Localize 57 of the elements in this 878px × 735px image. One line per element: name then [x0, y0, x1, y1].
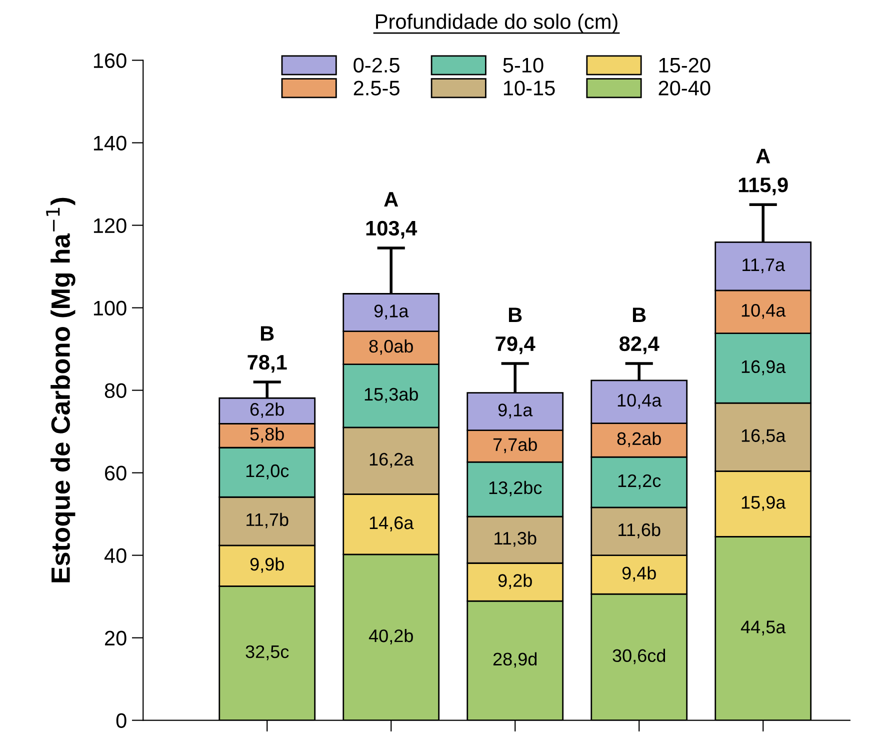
legend-label: 5-10	[503, 58, 544, 73]
data-label: 16,9a	[742, 360, 786, 376]
total-label: 78,1	[248, 354, 287, 373]
data-label: 15,3ab	[364, 387, 418, 403]
data-label: 9,2b	[498, 574, 532, 590]
data-label: 12,0c	[246, 464, 289, 480]
annotation: B	[508, 308, 522, 322]
data-label: 12,2c	[618, 474, 661, 490]
data-label: 16,2a	[370, 452, 414, 468]
data-label: 11,7a	[742, 258, 786, 274]
total-label: 79,4	[496, 336, 536, 354]
data-label: 11,6b	[618, 522, 660, 538]
data-label: 30,6cd	[612, 648, 666, 664]
y-tick-label: 160	[94, 53, 126, 68]
y-tick-label: 0	[116, 713, 126, 728]
y-tick-label: 120	[94, 218, 126, 234]
data-label: 11,7b	[246, 512, 288, 528]
y-axis-title: Estoque de Carbono (Mg ha$^{−1}$)	[46, 198, 76, 582]
data-label: 28,9d	[493, 652, 537, 668]
data-label: 14,6a	[370, 516, 414, 532]
y-tick-label: 40	[104, 548, 126, 564]
data-label: 6,2b	[250, 402, 284, 418]
legend-label: 10-15	[504, 80, 555, 96]
y-tick-label: 20	[105, 630, 126, 646]
data-label: 32,5c	[246, 645, 289, 660]
legend-label: 20-40	[658, 80, 710, 96]
data-label: 40,2b	[368, 628, 413, 644]
data-label: 10,4a	[742, 304, 786, 319]
data-label: 13,2bc	[489, 480, 542, 496]
y-tick-label: 140	[94, 136, 126, 151]
legend-label: 0-2.5	[354, 58, 400, 73]
data-label: 9,4b	[622, 566, 656, 582]
data-label: 44,5a	[740, 620, 786, 636]
annotation: B	[632, 308, 646, 322]
y-tick-label: 60	[105, 466, 126, 481]
data-label: 10,4a	[618, 394, 662, 409]
data-label: 9,1a	[374, 304, 409, 320]
total-label: 82,4	[619, 336, 660, 354]
total-label: 103,4	[366, 220, 418, 239]
annotation: A	[384, 192, 398, 207]
data-label: 15,9a	[742, 496, 786, 511]
data-label: 11,3b	[494, 531, 536, 547]
legend-label: 2.5-5	[354, 80, 400, 96]
y-tick-label: 100	[94, 300, 126, 316]
data-label: 16,5a	[742, 429, 786, 444]
data-label: 9,9b	[250, 557, 284, 573]
data-label: 7,7ab	[493, 438, 537, 454]
annotation: A	[756, 148, 770, 164]
data-label: 9,1a	[498, 404, 533, 419]
data-label: 5,8b	[250, 427, 284, 443]
legend-label: 15-20	[659, 58, 710, 73]
total-label: 115,9	[738, 178, 788, 196]
data-label: 8,2ab	[617, 432, 661, 448]
data-label: 8,0ab	[369, 339, 413, 355]
annotation: B	[260, 326, 274, 341]
y-tick-label: 80	[104, 383, 126, 398]
legend-title: Profundidade do solo (cm)	[376, 14, 618, 34]
